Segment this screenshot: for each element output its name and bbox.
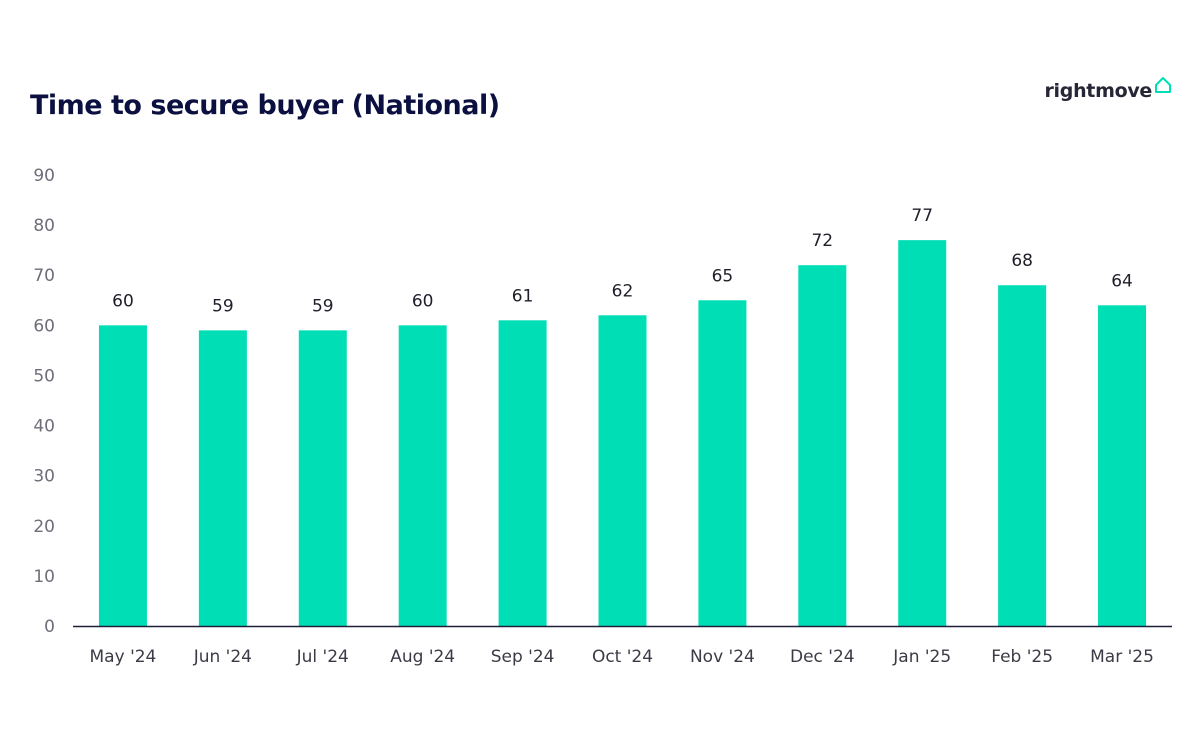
y-axis-ticks: 0 10 20 30 40 50 60 70 80 90 bbox=[33, 166, 55, 637]
y-tick-label: 40 bbox=[33, 417, 55, 437]
data-label: 77 bbox=[911, 206, 933, 226]
bar bbox=[598, 315, 647, 626]
brand-logo: rightmove bbox=[1044, 76, 1172, 102]
house-outline-icon bbox=[1154, 76, 1172, 99]
x-tick-label: Nov '24 bbox=[690, 647, 755, 667]
data-label: 60 bbox=[412, 291, 434, 311]
data-label: 64 bbox=[1111, 271, 1133, 291]
x-tick-label: Feb '25 bbox=[991, 647, 1053, 667]
bars bbox=[98, 240, 1147, 626]
x-tick-label: Jan '25 bbox=[892, 647, 951, 667]
x-axis-labels: May '24 Jun '24 Jul '24 Aug '24 Sep '24 Oct '… bbox=[90, 647, 1154, 667]
brand-name: rightmove bbox=[1044, 80, 1152, 102]
y-tick-label: 60 bbox=[33, 316, 55, 336]
data-label: 72 bbox=[811, 231, 833, 251]
data-label: 59 bbox=[212, 296, 234, 316]
data-label: 59 bbox=[312, 296, 334, 316]
bar bbox=[98, 325, 147, 626]
data-label: 60 bbox=[112, 291, 134, 311]
bar bbox=[398, 325, 447, 626]
y-tick-label: 70 bbox=[33, 266, 55, 286]
y-tick-label: 50 bbox=[33, 366, 55, 386]
data-labels: 60 59 59 60 61 62 65 72 77 68 64 bbox=[112, 206, 1133, 316]
bar bbox=[998, 285, 1047, 626]
y-tick-label: 30 bbox=[33, 467, 55, 487]
data-label: 61 bbox=[512, 286, 534, 306]
bar bbox=[898, 240, 947, 626]
data-label: 68 bbox=[1011, 251, 1033, 271]
bar bbox=[298, 330, 347, 626]
x-tick-label: Jun '24 bbox=[193, 647, 252, 667]
y-tick-label: 80 bbox=[33, 216, 55, 236]
y-tick-label: 90 bbox=[33, 166, 55, 186]
x-tick-label: Dec '24 bbox=[790, 647, 855, 667]
bar bbox=[698, 300, 747, 626]
bar bbox=[198, 330, 247, 626]
x-tick-label: Jul '24 bbox=[296, 647, 349, 667]
data-label: 65 bbox=[712, 266, 734, 286]
x-tick-label: May '24 bbox=[90, 647, 157, 667]
y-tick-label: 0 bbox=[44, 617, 55, 637]
bar bbox=[1098, 305, 1147, 626]
x-tick-label: Sep '24 bbox=[491, 647, 555, 667]
bar bbox=[498, 320, 547, 626]
bar bbox=[798, 265, 847, 626]
y-tick-label: 10 bbox=[33, 567, 55, 587]
x-tick-label: Oct '24 bbox=[592, 647, 653, 667]
y-tick-label: 20 bbox=[33, 517, 55, 537]
x-tick-label: Mar '25 bbox=[1090, 647, 1154, 667]
data-label: 62 bbox=[612, 281, 634, 301]
x-tick-label: Aug '24 bbox=[390, 647, 455, 667]
chart-title: Time to secure buyer (National) bbox=[30, 90, 500, 121]
